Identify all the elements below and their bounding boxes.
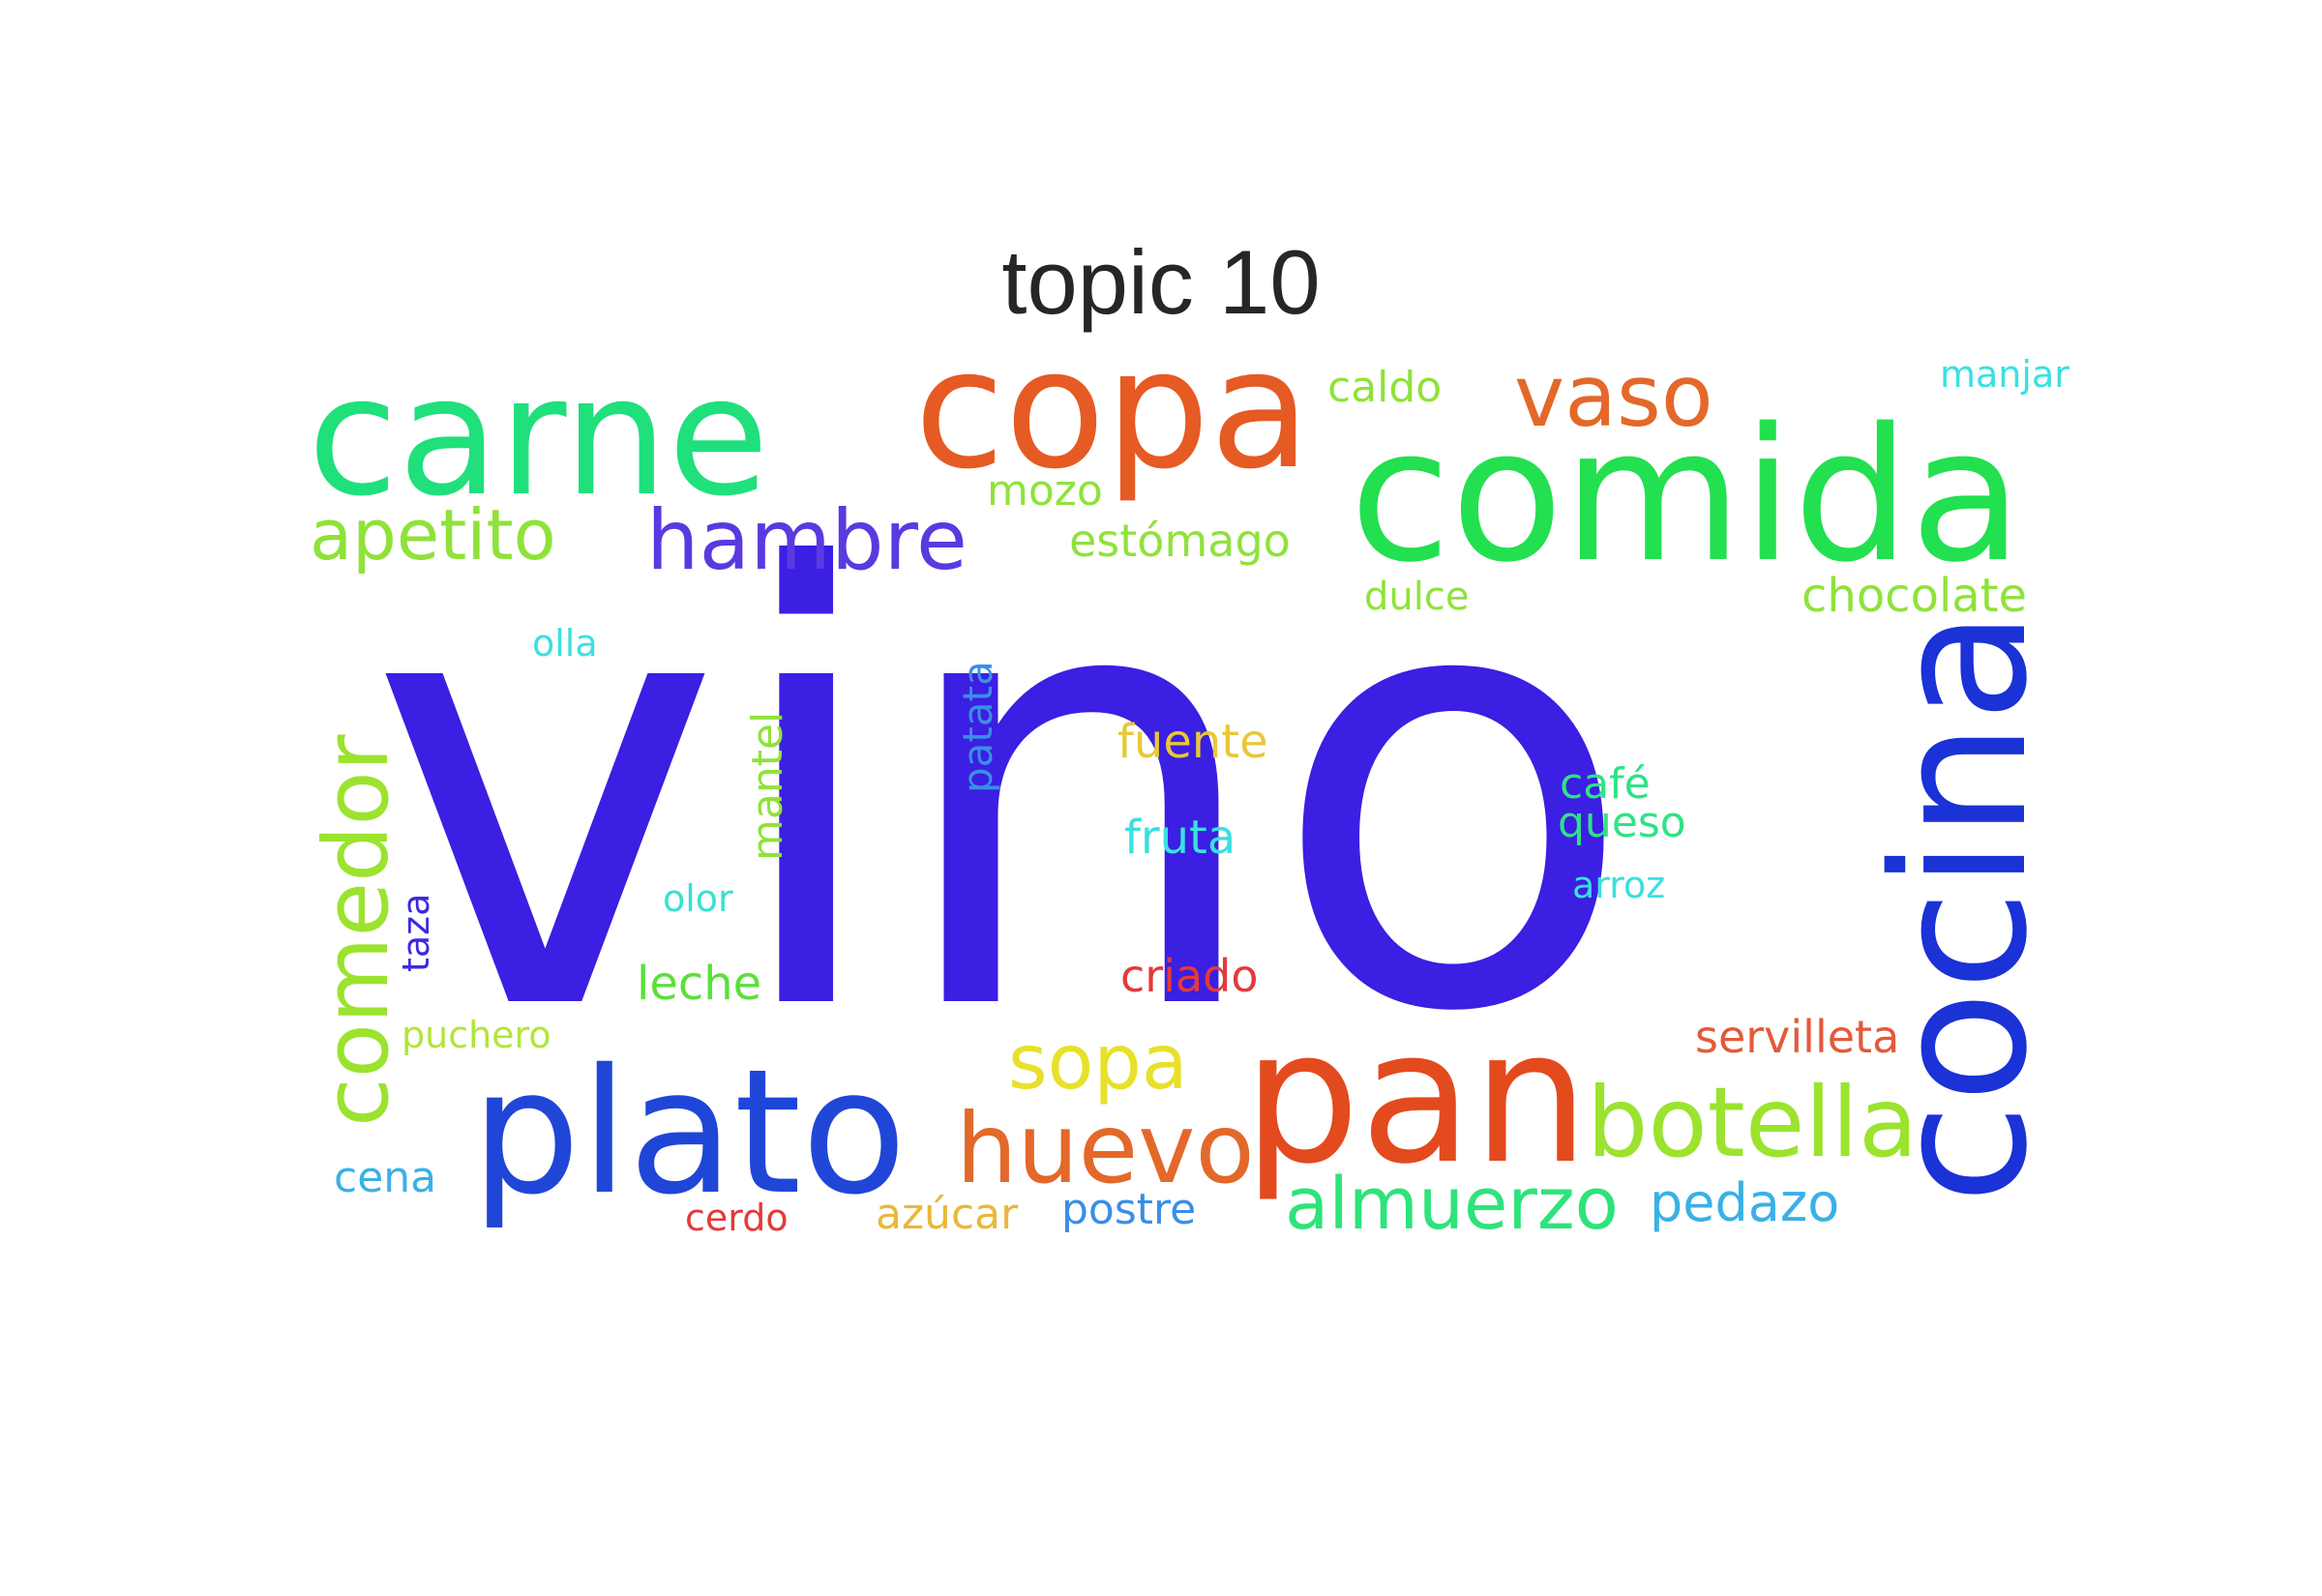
word-taza: taza	[395, 894, 437, 972]
word-dulce: dulce	[1364, 575, 1469, 619]
word-manjar: manjar	[1940, 353, 2069, 396]
word-botella: botella	[1587, 1066, 1918, 1179]
word-fruta: fruta	[1124, 811, 1235, 865]
word-puchero: puchero	[402, 1014, 551, 1056]
word-servilleta: servilleta	[1695, 1011, 1899, 1063]
word-arroz: arroz	[1572, 864, 1665, 906]
word-postre: postre	[1061, 1185, 1196, 1234]
word-olor: olor	[663, 877, 733, 920]
word-pan: pan	[1243, 990, 1589, 1204]
word-huevo: huevo	[956, 1092, 1255, 1205]
figure-title: topic 10	[1001, 231, 1321, 333]
word-vaso: vaso	[1514, 346, 1713, 446]
word-almuerzo: almuerzo	[1285, 1163, 1619, 1246]
word-pedazo: pedazo	[1650, 1172, 1839, 1233]
word-plato: plato	[471, 1032, 907, 1232]
word-cerdo: cerdo	[685, 1197, 789, 1239]
word-cena: cena	[334, 1153, 436, 1202]
word-café: café	[1560, 759, 1651, 809]
word-chocolate: chocolate	[1801, 569, 2027, 623]
word-mozo: mozo	[987, 466, 1103, 516]
word-leche: leche	[637, 957, 761, 1011]
word-mantel: mantel	[743, 712, 792, 861]
word-olla: olla	[532, 622, 598, 665]
word-hambre: hambre	[646, 492, 968, 589]
word-azúcar: azúcar	[876, 1190, 1019, 1239]
word-caldo: caldo	[1327, 363, 1442, 412]
word-estómago: estómago	[1069, 515, 1291, 567]
word-sopa: sopa	[1008, 1020, 1188, 1107]
word-cocina: cocina	[1854, 609, 2068, 1204]
word-criado: criado	[1120, 950, 1259, 1002]
word-patata: patata	[954, 661, 1001, 793]
word-vino: vino	[368, 446, 1636, 1143]
word-comida: comida	[1350, 389, 2023, 603]
word-apetito: apetito	[310, 494, 556, 576]
word-fuente: fuente	[1117, 715, 1268, 769]
word-copa: copa	[914, 314, 1311, 506]
word-comedor: comedor	[305, 734, 408, 1127]
word-carne: carne	[308, 341, 769, 533]
word-queso: queso	[1558, 798, 1686, 847]
